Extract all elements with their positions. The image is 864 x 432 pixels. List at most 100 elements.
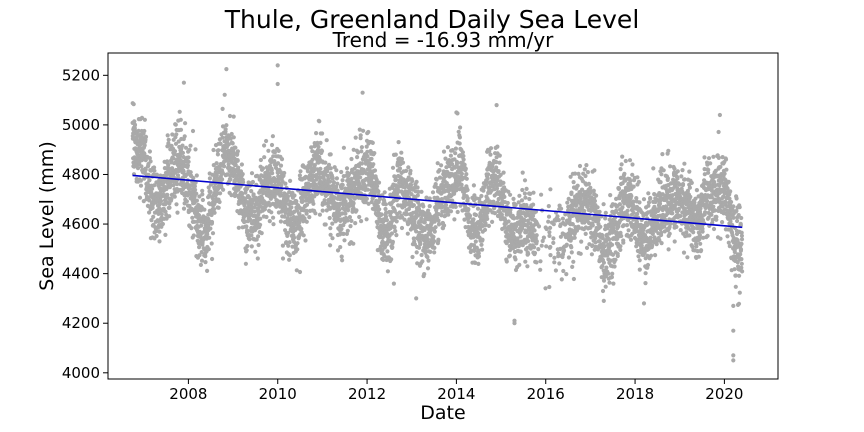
data-point	[479, 242, 484, 247]
data-point	[185, 163, 190, 168]
data-point	[345, 228, 350, 233]
data-point	[675, 176, 680, 181]
data-point	[538, 259, 543, 264]
data-point	[739, 237, 745, 242]
data-point	[536, 247, 541, 252]
data-point	[426, 258, 431, 263]
data-point	[137, 160, 142, 165]
data-point	[191, 175, 196, 181]
data-point	[324, 138, 329, 143]
data-point	[609, 275, 615, 280]
data-point	[704, 198, 710, 204]
data-point	[711, 226, 717, 232]
data-point	[297, 220, 302, 226]
data-point	[733, 284, 738, 289]
data-point	[610, 252, 616, 257]
y-tick-label: 4800	[62, 165, 100, 183]
data-point	[286, 243, 291, 248]
data-point	[675, 169, 680, 174]
data-point	[181, 206, 187, 211]
data-point	[486, 223, 491, 228]
data-point	[601, 202, 606, 207]
data-point	[712, 179, 717, 185]
data-point	[625, 213, 630, 218]
data-point	[430, 190, 436, 195]
data-point	[700, 218, 706, 223]
data-point	[453, 204, 458, 209]
data-point	[722, 171, 727, 176]
data-point	[588, 185, 593, 190]
data-point	[516, 200, 521, 205]
data-point	[295, 241, 300, 246]
data-point	[432, 250, 437, 255]
data-point	[262, 143, 267, 148]
data-point	[143, 167, 148, 172]
data-point	[317, 119, 322, 124]
data-point	[423, 250, 428, 255]
data-point	[420, 259, 425, 264]
data-point	[330, 221, 335, 226]
x-tick-label: 2020	[705, 385, 743, 403]
data-point	[154, 173, 160, 178]
data-point	[328, 226, 333, 231]
data-point	[641, 301, 647, 306]
data-point	[672, 206, 678, 211]
data-point	[249, 171, 255, 176]
data-point	[453, 146, 458, 151]
data-point	[256, 234, 261, 239]
data-point	[224, 67, 229, 72]
data-point	[515, 236, 520, 241]
data-point	[382, 199, 387, 204]
data-point	[483, 221, 488, 226]
data-point	[616, 186, 622, 191]
data-point	[576, 171, 581, 176]
data-point	[407, 188, 412, 193]
data-point	[646, 191, 651, 196]
data-point	[365, 154, 370, 159]
data-point	[183, 121, 188, 126]
data-point	[488, 146, 494, 151]
data-point	[564, 242, 569, 247]
data-point	[198, 262, 203, 267]
data-point	[340, 258, 345, 263]
data-point	[231, 135, 236, 140]
data-point	[353, 221, 358, 226]
data-point	[740, 269, 745, 274]
data-point	[600, 264, 605, 269]
data-point	[571, 259, 576, 264]
data-point	[226, 142, 231, 147]
data-point	[327, 179, 333, 184]
data-point	[187, 186, 192, 192]
data-point	[723, 199, 728, 204]
data-point	[501, 180, 506, 185]
data-point	[316, 144, 321, 149]
data-point	[667, 231, 672, 236]
data-point	[270, 134, 275, 139]
data-point	[359, 145, 364, 150]
data-point	[522, 178, 528, 183]
data-point	[497, 153, 502, 158]
data-point	[384, 218, 389, 223]
data-point	[165, 192, 170, 197]
data-point	[522, 191, 528, 196]
data-point	[397, 210, 402, 215]
data-point	[287, 257, 292, 262]
data-point	[633, 229, 638, 234]
data-point	[307, 215, 312, 220]
data-point	[230, 141, 235, 146]
data-point	[182, 134, 187, 139]
data-point	[607, 280, 612, 285]
data-point	[393, 152, 398, 157]
data-point	[490, 219, 495, 224]
data-point	[631, 199, 636, 204]
data-point	[680, 168, 685, 173]
data-point	[231, 114, 236, 119]
data-point	[452, 217, 457, 222]
data-point	[443, 156, 448, 161]
data-point	[183, 145, 189, 150]
data-point	[718, 164, 723, 169]
data-point	[689, 180, 694, 185]
data-point	[575, 183, 580, 188]
data-point	[311, 201, 316, 206]
data-point	[546, 204, 551, 209]
